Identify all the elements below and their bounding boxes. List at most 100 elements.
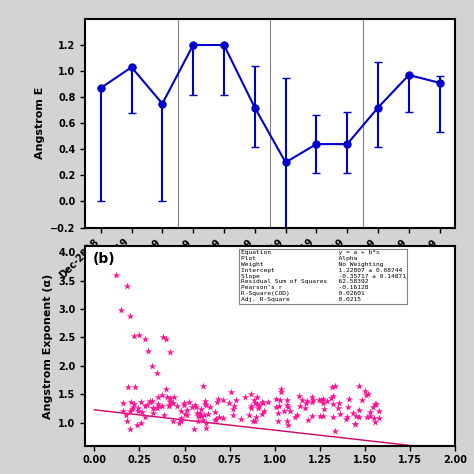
Point [247, 402, 255, 410]
Point [283, 401, 291, 409]
Point [191, 401, 199, 409]
Point [159, 334, 167, 341]
Point [247, 390, 255, 398]
Point [259, 410, 266, 417]
Point [297, 402, 304, 410]
Point [162, 385, 170, 393]
Point [183, 411, 191, 419]
Point [170, 393, 177, 401]
Point [180, 399, 188, 406]
Point [335, 400, 343, 407]
Point [343, 415, 350, 423]
Point [309, 396, 317, 404]
Point [253, 393, 261, 401]
Point [189, 403, 196, 411]
Point [137, 398, 145, 406]
Point [149, 410, 156, 417]
Point [170, 400, 177, 407]
Point [137, 419, 145, 427]
Point [344, 403, 352, 410]
Point [146, 398, 154, 406]
Point [331, 382, 338, 390]
Point [119, 400, 127, 407]
Point [329, 392, 337, 400]
Point [118, 306, 125, 313]
Point [264, 398, 272, 405]
Point [370, 414, 378, 421]
Point [192, 404, 200, 411]
Point [328, 394, 335, 401]
Point [138, 408, 146, 416]
Point [128, 405, 136, 412]
Point [154, 405, 161, 412]
Point [166, 399, 174, 406]
Point [181, 410, 189, 418]
Point [317, 396, 324, 404]
Point [169, 418, 176, 425]
Point [177, 417, 185, 425]
Point [135, 407, 142, 415]
Point [331, 428, 339, 435]
Point [160, 411, 167, 419]
Point [302, 399, 310, 407]
Point [214, 396, 221, 403]
Point [258, 398, 265, 406]
Point [227, 388, 234, 396]
Point [124, 383, 132, 391]
Point [145, 347, 152, 355]
Point [343, 413, 351, 420]
Point [295, 392, 302, 399]
Text: Equation                  y = a + b*x
Plot                      Alpha
Weight    : Equation y = a + b*x Plot Alpha Weight [241, 250, 406, 302]
Point [154, 369, 161, 376]
Point [141, 413, 149, 421]
Point [129, 403, 137, 410]
Point [216, 413, 223, 420]
Point [284, 403, 292, 410]
Point [255, 402, 263, 410]
Point [319, 400, 327, 407]
Point [158, 392, 166, 399]
Point [213, 398, 221, 406]
Point [229, 405, 237, 413]
Point [149, 404, 156, 412]
Point [194, 417, 201, 425]
Point [272, 403, 280, 411]
Y-axis label: Angstrom E: Angstrom E [35, 87, 45, 159]
Point [351, 420, 359, 428]
Point [134, 404, 142, 411]
Point [154, 400, 162, 408]
Point [146, 397, 154, 404]
Point [201, 400, 209, 408]
Point [165, 402, 173, 410]
Point [284, 421, 292, 429]
Point [375, 407, 383, 414]
Point [155, 402, 163, 410]
Point [254, 400, 261, 408]
Point [197, 406, 205, 413]
Point [251, 418, 259, 425]
Point [275, 402, 283, 410]
Point [230, 402, 238, 410]
Point [130, 401, 137, 408]
Point [317, 412, 324, 419]
Point [194, 412, 201, 419]
Point [308, 412, 316, 419]
Point [352, 420, 359, 428]
Point [176, 419, 183, 427]
Point [369, 403, 377, 410]
Point [254, 404, 262, 412]
Point [247, 404, 255, 411]
Point [366, 412, 374, 420]
Point [251, 396, 258, 404]
Point [293, 411, 301, 419]
Point [119, 407, 127, 415]
Point [177, 407, 184, 414]
Point [141, 402, 148, 410]
Point [261, 407, 268, 415]
Point [211, 417, 219, 424]
Y-axis label: Angstrom Exponent (α): Angstrom Exponent (α) [43, 273, 53, 419]
Point [328, 383, 335, 391]
Point [183, 406, 191, 413]
Point [219, 396, 226, 404]
Point [304, 416, 312, 423]
